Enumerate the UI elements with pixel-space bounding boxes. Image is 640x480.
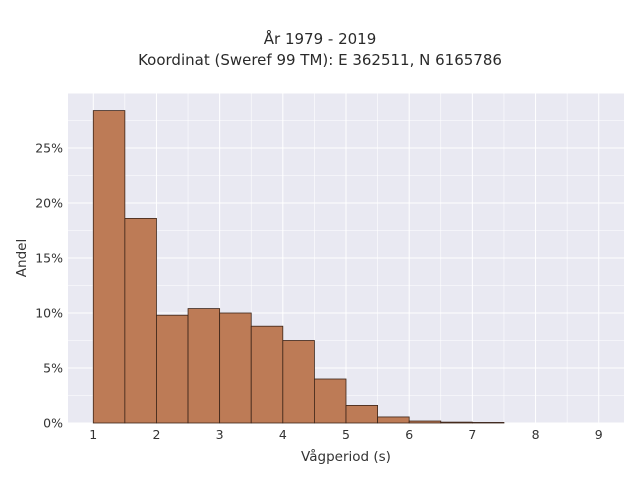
x-tick-label: 2 [152, 427, 160, 442]
y-tick-label: 10% [35, 306, 63, 321]
histogram-bar [124, 217, 157, 424]
histogram-bar [282, 340, 315, 424]
histogram-bar [345, 404, 378, 424]
histogram-bar [408, 420, 442, 424]
x-tick-label: 9 [595, 427, 603, 442]
x-tick-label: 5 [342, 427, 350, 442]
y-axis-ticks: 0% 5% 10% 15% 20% 25% [35, 141, 63, 431]
histogram-bar [92, 110, 126, 424]
y-axis-label: Andel [14, 239, 30, 277]
x-tick-label: 3 [216, 427, 224, 442]
histogram-bar [471, 422, 505, 424]
y-tick-label: 5% [43, 361, 63, 376]
bars [92, 110, 505, 424]
x-tick-label: 7 [468, 427, 476, 442]
histogram-bar [219, 312, 252, 424]
x-tick-label: 6 [405, 427, 413, 442]
x-tick-label: 1 [89, 427, 97, 442]
x-axis-label: Vågperiod (s) [301, 448, 391, 465]
y-tick-label: 0% [43, 416, 63, 431]
y-tick-label: 15% [35, 251, 63, 266]
histogram-bar [314, 378, 347, 424]
chart-subtitle: Koordinat (Sweref 99 TM): E 362511, N 61… [138, 51, 502, 69]
x-axis-ticks: 1 2 3 4 5 6 7 8 9 [89, 427, 602, 442]
histogram-bar [156, 314, 189, 424]
histogram-bar [187, 308, 221, 424]
histogram-bar [377, 416, 410, 424]
chart-title: År 1979 - 2019 [263, 30, 377, 48]
x-tick-label: 8 [532, 427, 540, 442]
histogram-bar [440, 421, 473, 424]
x-tick-label: 4 [279, 427, 287, 442]
y-tick-label: 20% [35, 196, 63, 211]
y-tick-label: 25% [35, 141, 63, 156]
histogram-bar [250, 325, 284, 424]
